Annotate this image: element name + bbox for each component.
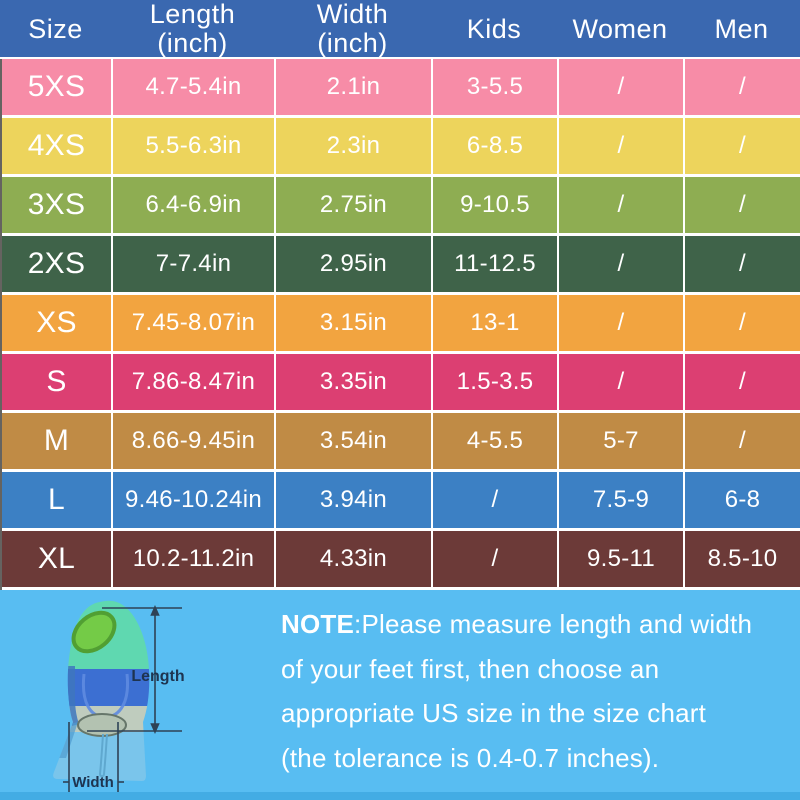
women-cell: /	[557, 354, 683, 410]
table-header-row: Size Length (inch) Width (inch) Kids Wom…	[0, 0, 800, 59]
kids-cell: 6-8.5	[431, 118, 557, 174]
men-cell: 8.5-10	[683, 531, 800, 587]
length-cell: 10.2-11.2in	[111, 531, 274, 587]
size-cell: 2XS	[27, 247, 86, 280]
kids-cell: 1.5-3.5	[431, 354, 557, 410]
foot-pocket-opening	[71, 610, 117, 654]
width-cell: 3.54in	[274, 413, 431, 469]
width-cell: 4.33in	[274, 531, 431, 587]
note-line-1: NOTE:Please measure length and width	[281, 602, 786, 647]
men-cell: 6-8	[683, 472, 800, 528]
header-label: Width	[316, 0, 389, 29]
length-cell: 8.66-9.45in	[111, 413, 274, 469]
note-heading: NOTE	[281, 609, 355, 639]
bottom-strip	[0, 792, 800, 800]
width-cell: 3.15in	[274, 295, 431, 351]
men-cell: /	[683, 177, 800, 233]
note-line-3: appropriate US size in the size chart	[281, 698, 707, 728]
dimension-lines	[63, 605, 182, 792]
length-cell: 7-7.4in	[111, 236, 274, 292]
size-cell: 5XS	[27, 70, 86, 103]
kids-cell: 3-5.5	[431, 59, 557, 115]
size-cell: S	[46, 365, 67, 398]
table-row: 5XS 4.7-5.4in 2.1in 3-5.5 / /	[2, 59, 800, 118]
men-cell: /	[683, 118, 800, 174]
note-section: Length Width NOTE:Please measure length …	[0, 590, 800, 800]
women-cell: 5-7	[557, 413, 683, 469]
table-row: M 8.66-9.45in 3.54in 4-5.5 5-7 /	[2, 413, 800, 472]
header-kids: Kids	[431, 0, 557, 58]
size-cell: XL	[37, 542, 76, 575]
length-cell: 7.45-8.07in	[111, 295, 274, 351]
women-cell: 7.5-9	[557, 472, 683, 528]
kids-cell: 11-12.5	[431, 236, 557, 292]
note-line-1-text: :Please measure length and width	[354, 609, 753, 639]
length-dimension-label: Length	[131, 668, 184, 685]
size-cell: M	[43, 424, 70, 457]
length-cell: 7.86-8.47in	[111, 354, 274, 410]
men-cell: /	[683, 295, 800, 351]
header-women: Women	[557, 0, 683, 58]
women-cell: /	[557, 236, 683, 292]
width-cell: 3.94in	[274, 472, 431, 528]
header-label: Length	[149, 0, 236, 29]
kids-cell: 4-5.5	[431, 413, 557, 469]
women-cell: /	[557, 118, 683, 174]
width-cell: 2.3in	[274, 118, 431, 174]
length-cell: 4.7-5.4in	[111, 59, 274, 115]
note-line-2: of your feet first, then choose an	[281, 653, 660, 684]
fin-illustration: Length Width	[42, 598, 278, 796]
size-cell: 4XS	[27, 129, 86, 162]
table-body: 5XS 4.7-5.4in 2.1in 3-5.5 / / 4XS 5.5-6.…	[0, 59, 800, 590]
header-label: Women	[572, 13, 668, 44]
kids-cell: /	[431, 472, 557, 528]
swim-fin-diagram: Length Width	[53, 600, 185, 792]
table-row: 3XS 6.4-6.9in 2.75in 9-10.5 / /	[2, 177, 800, 236]
men-cell: /	[683, 354, 800, 410]
kids-cell: 9-10.5	[431, 177, 557, 233]
width-cell: 2.95in	[274, 236, 431, 292]
size-cell: 3XS	[27, 188, 86, 221]
header-men: Men	[683, 0, 800, 58]
table-row: L 9.46-10.24in 3.94in / 7.5-9 6-8	[2, 472, 800, 531]
women-cell: 9.5-11	[557, 531, 683, 587]
note-text: NOTE:Please measure length and width of …	[281, 602, 786, 780]
men-cell: /	[683, 236, 800, 292]
width-cell: 2.75in	[274, 177, 431, 233]
header-size: Size	[0, 0, 111, 58]
men-cell: /	[683, 413, 800, 469]
width-cell: 3.35in	[274, 354, 431, 410]
kids-cell: 13-1	[431, 295, 557, 351]
header-length: Length (inch)	[111, 0, 274, 58]
length-cell: 5.5-6.3in	[111, 118, 274, 174]
women-cell: /	[557, 59, 683, 115]
length-cell: 9.46-10.24in	[111, 472, 274, 528]
women-cell: /	[557, 295, 683, 351]
width-cell: 2.1in	[274, 59, 431, 115]
table-row: S 7.86-8.47in 3.35in 1.5-3.5 / /	[2, 354, 800, 413]
header-label: Size	[28, 13, 83, 44]
size-cell: XS	[36, 306, 77, 339]
width-dimension-label: Width	[72, 774, 114, 791]
table-row: 4XS 5.5-6.3in 2.3in 6-8.5 / /	[2, 118, 800, 177]
men-cell: /	[683, 59, 800, 115]
header-label: Kids	[466, 13, 522, 44]
kids-cell: /	[431, 531, 557, 587]
length-cell: 6.4-6.9in	[111, 177, 274, 233]
table-row: XS 7.45-8.07in 3.15in 13-1 / /	[2, 295, 800, 354]
header-sublabel: (inch)	[157, 28, 228, 58]
header-width: Width (inch)	[274, 0, 431, 58]
size-table: Size Length (inch) Width (inch) Kids Wom…	[0, 0, 800, 590]
women-cell: /	[557, 177, 683, 233]
table-row: XL 10.2-11.2in 4.33in / 9.5-11 8.5-10	[2, 531, 800, 590]
note-line-4: (the tolerance is 0.4-0.7 inches).	[281, 742, 660, 773]
table-row: 2XS 7-7.4in 2.95in 11-12.5 / /	[2, 236, 800, 295]
size-cell: L	[48, 483, 65, 516]
header-sublabel: (inch)	[317, 28, 388, 58]
header-label: Men	[714, 13, 769, 44]
